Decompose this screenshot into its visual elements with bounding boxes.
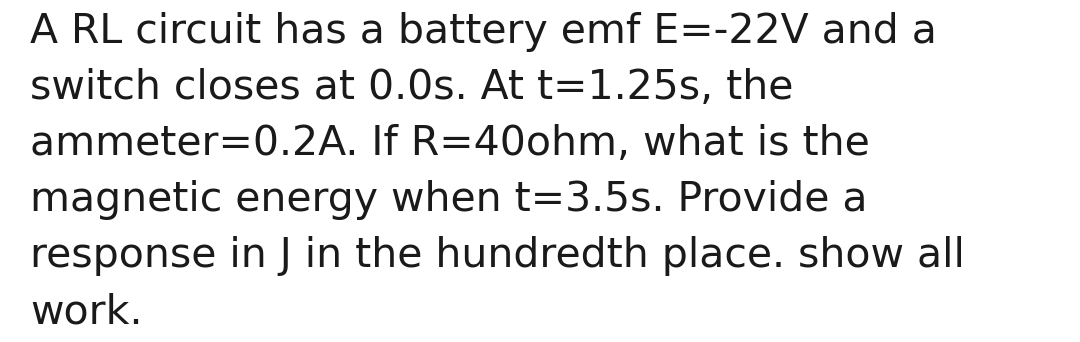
Text: A RL circuit has a battery emf E=-22V and a
switch closes at 0.0s. At t=1.25s, t: A RL circuit has a battery emf E=-22V an… (30, 12, 966, 332)
